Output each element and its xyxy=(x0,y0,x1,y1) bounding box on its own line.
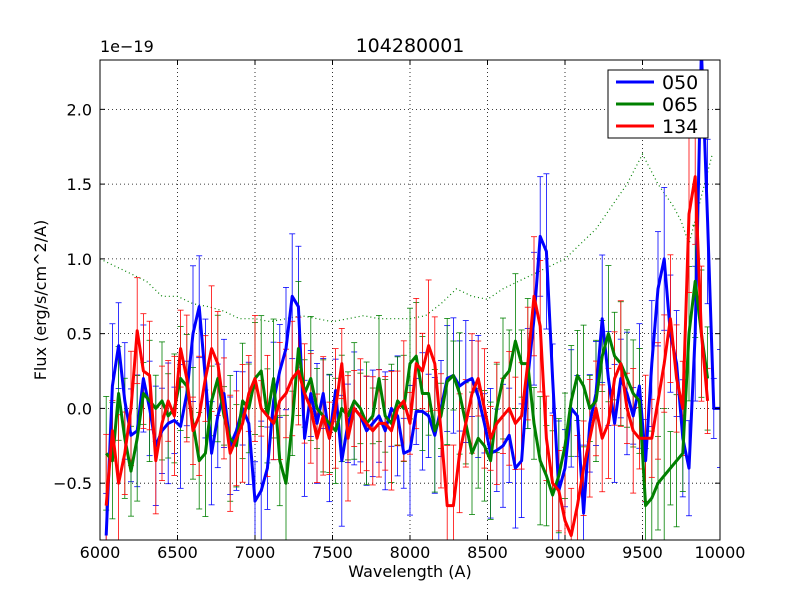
legend-label-050: 050 xyxy=(662,72,698,94)
y-axis-label: Flux (erg/s/cm^2/A) xyxy=(31,220,50,381)
y-tick-label: 0.5 xyxy=(67,325,92,344)
y-tick-label: 1.5 xyxy=(67,175,92,194)
series-line-134 xyxy=(104,175,710,537)
axis-ticks: 6000 6500 7000 7500 8000 8500 9000 9500 10000 −0.… xyxy=(53,60,745,562)
x-tick-label: 10000 xyxy=(695,543,746,562)
series-line-065 xyxy=(105,279,710,508)
y-tick-label: −0.5 xyxy=(53,474,92,493)
x-tick-label: 9500 xyxy=(622,543,663,562)
x-tick-label: 6000 xyxy=(80,543,121,562)
x-tick-label: 8000 xyxy=(390,543,431,562)
y-offset-text: 1e−19 xyxy=(100,37,154,56)
x-tick-label: 6500 xyxy=(157,543,198,562)
legend-label-134: 134 xyxy=(662,116,698,138)
x-tick-label: 9000 xyxy=(545,543,586,562)
x-tick-label: 7500 xyxy=(312,543,353,562)
x-axis-label: Wavelength (A) xyxy=(348,562,471,581)
plot-content xyxy=(100,60,720,540)
legend-label-065: 065 xyxy=(662,94,698,116)
reference-curve xyxy=(100,152,713,323)
y-tick-label: 1.0 xyxy=(67,250,92,269)
y-tick-label: 0.0 xyxy=(67,399,92,418)
y-tick-label: 2.0 xyxy=(67,100,92,119)
x-tick-label: 8500 xyxy=(467,543,508,562)
x-tick-label: 7000 xyxy=(235,543,276,562)
chart-title: 104280001 xyxy=(356,35,465,57)
